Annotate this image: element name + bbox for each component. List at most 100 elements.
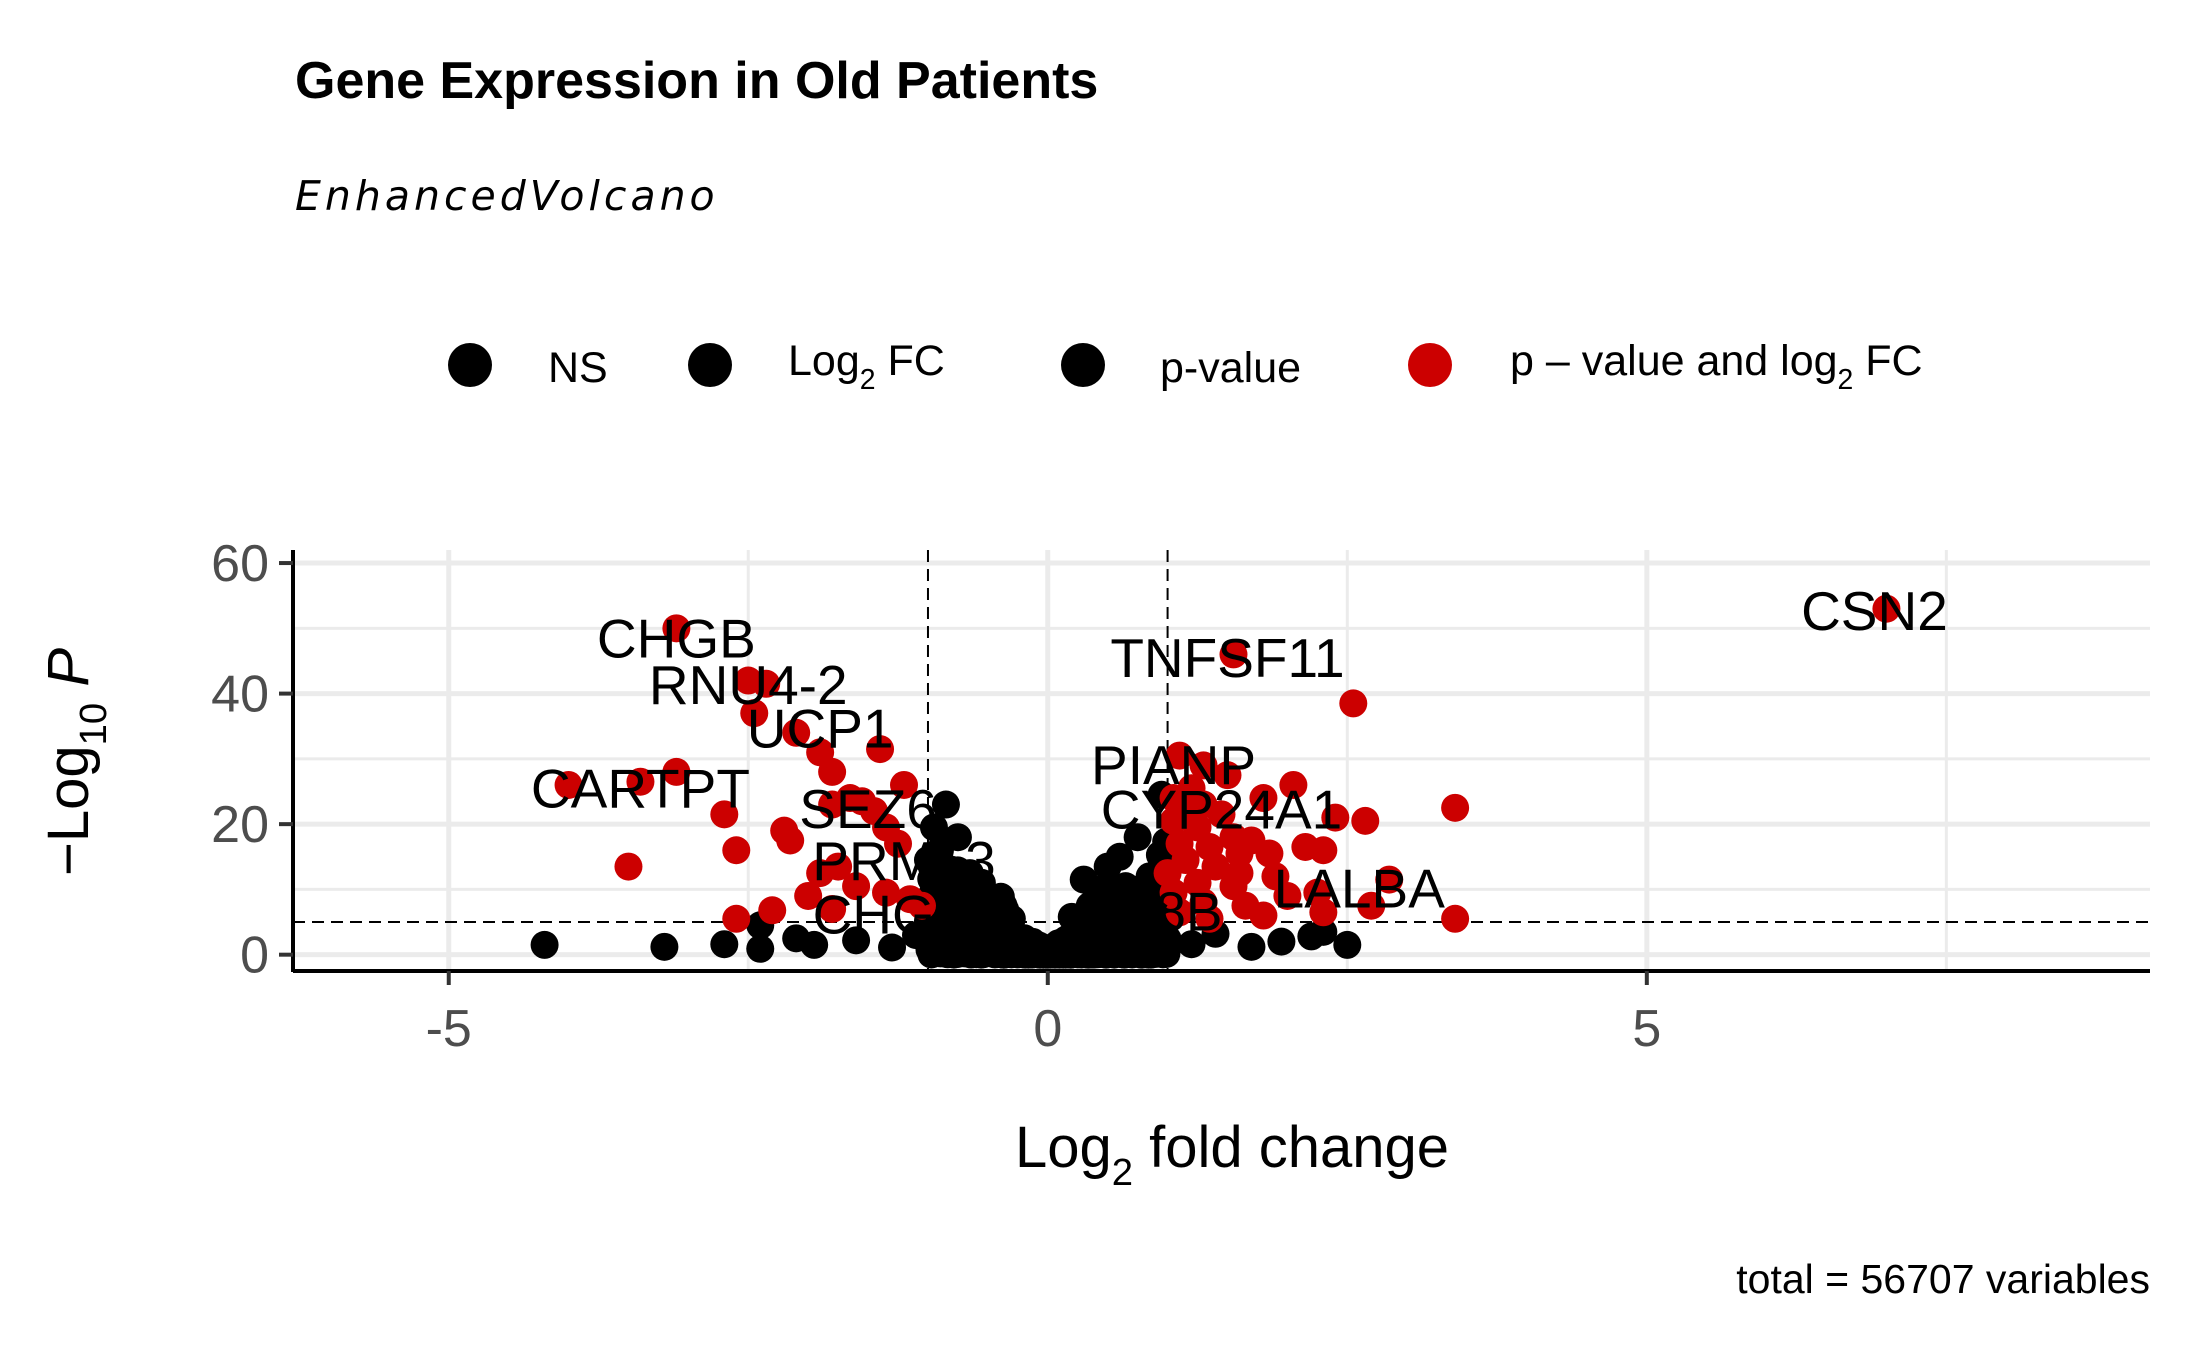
point-significant [662,757,691,786]
gene-label: LALBA [1274,857,1446,919]
point-significant [818,790,847,819]
x-tick-label: -5 [426,1000,472,1058]
point-significant [1321,803,1350,832]
point-significant [1153,859,1182,888]
point-ns [931,790,960,819]
legend-label-pvalue: p-value [1160,344,1301,392]
point-significant [710,800,739,829]
point-ns [842,926,871,955]
gene-label: G8B [1113,880,1223,942]
y-tick-label: 20 [211,796,269,854]
y-tick-label: 0 [240,927,269,985]
point-ns [1333,930,1362,959]
y-axis-label: −Log10 P [36,648,115,876]
gene-label: CHGB [597,607,756,669]
legend-key-ns [448,343,492,387]
point-significant [782,718,811,747]
point-significant [818,757,847,786]
point-ns [1237,932,1266,961]
point-ns [1267,927,1296,956]
point-ns [901,921,930,950]
gene-label: PRM13 [812,830,995,892]
point-ns [650,932,679,961]
gene-label: CARTPT [531,758,750,820]
point-significant [1177,800,1206,829]
point-significant [1201,852,1230,881]
point-significant [1351,806,1380,835]
point-ns [800,930,829,959]
x-axis-label: Log2 fold change [1015,1115,1449,1194]
gene-label: UCP1 [747,698,894,760]
point-significant [890,770,919,799]
point-ns [1077,928,1106,957]
point-significant [1195,904,1224,933]
point-significant [776,826,805,855]
point-significant [872,878,901,907]
point-significant [1339,689,1368,718]
point-significant [884,829,913,858]
point-significant [1249,901,1278,930]
point-significant [907,891,936,920]
point-ns [997,904,1026,933]
point-significant [1219,640,1248,669]
point-significant [722,904,751,933]
point-significant [1213,761,1242,790]
gene-label: PIANP [1091,734,1256,796]
point-ns [1153,925,1182,954]
axis-ticks: -5 0 5 0 20 40 60 [211,535,1661,1058]
point-significant [1225,839,1254,868]
point-ns [1309,917,1338,946]
point-ns [1057,902,1086,931]
point-ns [931,888,960,917]
legend-key-pvalue [1061,343,1105,387]
legend-label-log2fc: Log2 FC [788,337,945,396]
gene-label: CSN2 [1801,580,1948,642]
point-ns [1123,823,1152,852]
point-significant [752,669,781,698]
legend-label-ns: NS [548,344,608,392]
points-significant [554,594,1901,933]
point-ns [1051,939,1080,968]
chart-subtitle: EnhancedVolcano [295,172,719,220]
point-ns [1069,865,1098,894]
y-tick-label: 60 [211,535,269,593]
point-ns [913,846,942,875]
point-significant [662,614,691,643]
point-significant [1309,836,1338,865]
point-significant [1255,839,1284,868]
point-ns [919,813,948,842]
chart-title: Gene Expression in Old Patients [295,52,1098,110]
point-significant [758,896,787,925]
point-significant [614,852,643,881]
point-significant [1309,898,1338,927]
legend: NS Log2 FC p-value p – value and log2 FC [448,337,1923,396]
point-significant [1189,751,1218,780]
point-significant [1441,904,1470,933]
chart-caption: total = 56707 variables [1736,1256,2150,1302]
point-significant [818,894,847,923]
point-significant [1165,741,1194,770]
point-significant [1279,770,1308,799]
point-significant [1441,793,1470,822]
legend-key-log2fc [688,343,732,387]
point-significant [842,872,871,901]
point-ns [746,934,775,963]
point-significant [722,836,751,865]
point-significant [794,881,823,910]
gene-label: CYP24A1 [1101,778,1343,840]
point-significant [806,859,835,888]
point-ns [925,928,954,957]
point-ns [1129,934,1158,963]
gene-label: TNFSF11 [1110,627,1344,689]
legend-key-pvalue-and-log2fc [1408,343,1452,387]
point-ns [1177,930,1206,959]
point-significant [740,699,769,728]
point-significant [1273,881,1302,910]
point-significant [1159,784,1188,813]
gene-label: CHGA [813,884,972,946]
point-significant [1207,800,1236,829]
gene-label: SEZ6 [799,778,937,840]
point-ns [1111,872,1140,901]
point-significant [554,770,583,799]
